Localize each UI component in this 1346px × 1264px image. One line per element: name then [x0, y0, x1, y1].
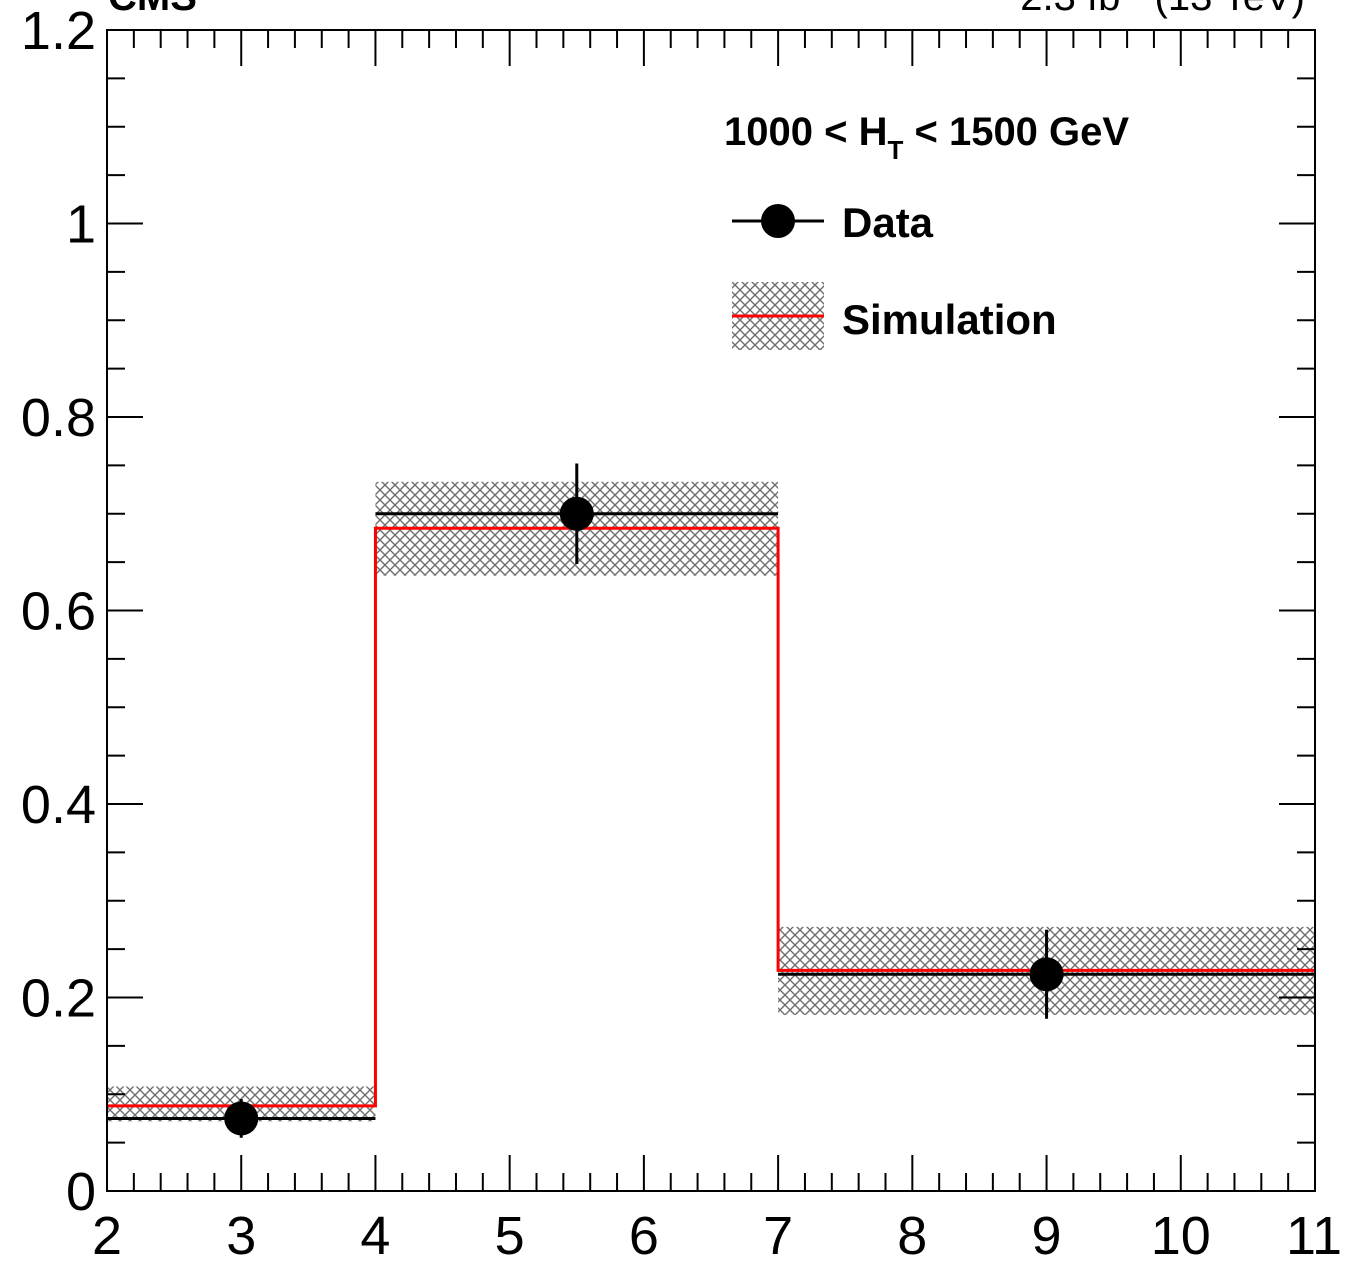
luminosity-label: 2.3 fb-1 (13 TeV) — [1020, 0, 1305, 19]
data-marker-2 — [1029, 957, 1064, 992]
simulation-histogram — [107, 526, 1315, 1108]
legend-simulation-marker — [732, 282, 824, 350]
x-tick-label: 3 — [226, 1206, 256, 1264]
data-point-2 — [778, 929, 1315, 1019]
y-tick-labels: 0 0.2 0.4 0.6 0.8 1 1.2 — [21, 1, 96, 1222]
x-tick-label: 2 — [92, 1206, 122, 1264]
y-tick-label: 0.4 — [21, 775, 96, 835]
data-point-0 — [107, 1099, 376, 1138]
x-tick-label: 5 — [495, 1206, 525, 1264]
ht-range-subscript: T — [887, 135, 903, 165]
x-tick-label: 8 — [897, 1206, 927, 1264]
y-tick-label: 0.2 — [21, 969, 96, 1029]
x-tick-label: 4 — [360, 1206, 390, 1264]
y-tick-label: 0 — [66, 1162, 96, 1222]
legend: Data Simulation — [732, 199, 1057, 350]
y-tick-label: 1.2 — [21, 1, 96, 61]
simulation-uncertainty-bands — [107, 481, 1315, 1122]
data-marker-0 — [224, 1101, 259, 1136]
x-tick-labels: 2 3 4 5 6 7 8 9 10 11 — [92, 1206, 1342, 1264]
data-marker-1 — [559, 496, 594, 531]
energy-label: (13 TeV) — [1143, 0, 1305, 19]
ht-range-suffix: < 1500 GeV — [903, 110, 1129, 154]
x-tick-label: 10 — [1151, 1206, 1211, 1264]
data-point-1 — [375, 463, 779, 565]
ht-range-prefix: 1000 < H — [724, 110, 887, 154]
plot-frame — [106, 29, 1316, 1192]
axis-ticks — [106, 29, 1316, 1192]
experiment-label: CMS — [108, 0, 197, 19]
simulation-line — [107, 526, 1315, 1108]
y-tick-label: 0.6 — [21, 582, 96, 642]
x-tick-label: 7 — [763, 1206, 793, 1264]
legend-data-label: Data — [842, 199, 934, 246]
x-tick-label: 11 — [1286, 1206, 1342, 1264]
ht-range-label: 1000 < HT < 1500 GeV — [724, 110, 1129, 165]
x-tick-label: 9 — [1032, 1206, 1062, 1264]
luminosity-value: 2.3 fb — [1020, 0, 1120, 19]
y-tick-label: 1 — [66, 195, 96, 255]
legend-data-marker — [732, 204, 824, 238]
y-tick-label: 0.8 — [21, 388, 96, 448]
legend-simulation-label: Simulation — [842, 296, 1057, 343]
x-tick-label: 6 — [629, 1206, 659, 1264]
data-points — [107, 463, 1315, 1138]
